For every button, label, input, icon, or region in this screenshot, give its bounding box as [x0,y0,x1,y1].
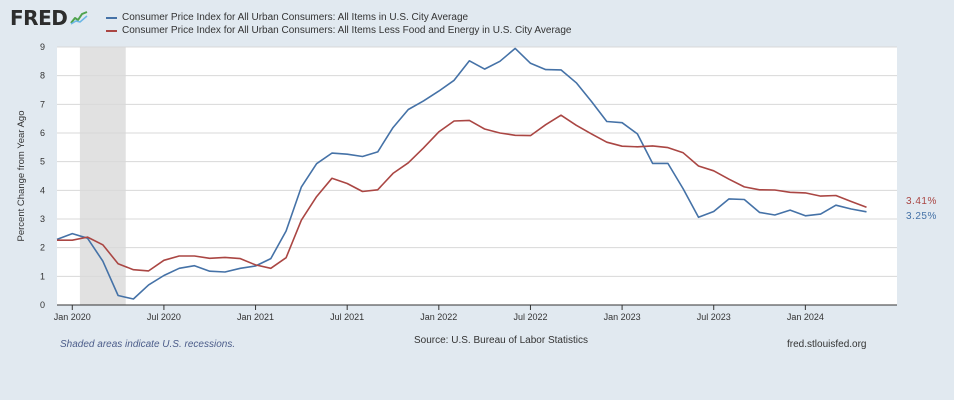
legend: Consumer Price Index for All Urban Consu… [106,11,571,37]
site-link[interactable]: fred.stlouisfed.org [787,339,867,350]
recession-band [79,47,126,305]
x-tick-label: Jul 2021 [330,312,364,322]
x-tick-label: Jan 2021 [237,312,274,322]
y-tick-label: 3 [40,214,45,224]
y-tick-label: 6 [40,128,45,138]
y-tick-label: 7 [40,99,45,109]
y-tick-label: 0 [40,300,45,310]
y-tick-label: 9 [40,42,45,52]
logo-text: FRED [10,6,68,30]
source-text: Source: U.S. Bureau of Labor Statistics [414,335,588,346]
end-value-label-2: 3.41% [906,196,937,207]
legend-label-series-1: Consumer Price Index for All Urban Consu… [122,12,469,23]
legend-swatch-series-2 [106,29,117,32]
legend-label-series-2: Consumer Price Index for All Urban Consu… [122,25,572,36]
series-line-2 [57,114,867,272]
end-value-label-1: 3.25% [906,211,937,222]
y-tick-label: 5 [40,157,45,167]
recession-note: Shaded areas indicate U.S. recessions. [60,339,236,350]
legend-item-series-2[interactable]: Consumer Price Index for All Urban Consu… [106,24,571,37]
y-axis-label: Percent Change from Year Ago [16,111,27,242]
fred-logo[interactable]: FRED [10,8,88,28]
y-tick-label: 2 [40,243,45,253]
x-tick-label: Jan 2022 [420,312,457,322]
x-tick-label: Jan 2024 [787,312,824,322]
x-tick-label: Jan 2023 [604,312,641,322]
x-tick-label: Jul 2023 [697,312,731,322]
header: FRED Consumer Price Index for All Urban … [10,8,940,40]
x-tick-label: Jul 2022 [513,312,547,322]
plot-area [57,47,897,305]
legend-item-series-1[interactable]: Consumer Price Index for All Urban Consu… [106,11,571,24]
x-tick-label: Jul 2020 [147,312,181,322]
y-tick-label: 1 [40,271,45,281]
trend-line-icon [70,11,88,25]
y-tick-label: 8 [40,71,45,81]
series-line-1 [56,47,867,300]
y-tick-label: 4 [40,185,45,195]
legend-swatch-series-1 [106,16,117,19]
x-tick-label: Jan 2020 [54,312,91,322]
